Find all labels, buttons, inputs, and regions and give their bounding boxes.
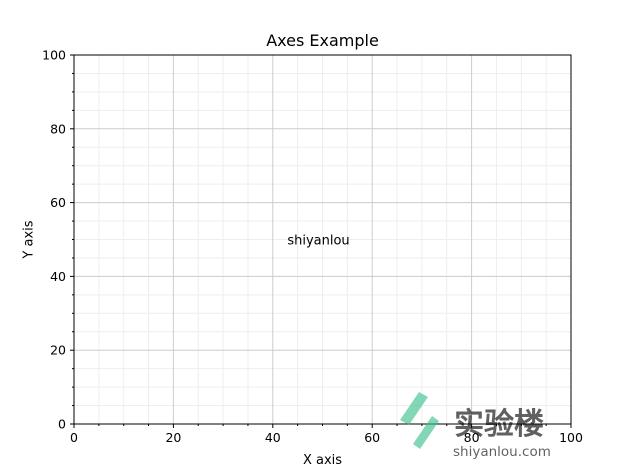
x-tick-label: 60 (364, 430, 380, 445)
minor-grid (74, 55, 571, 424)
x-tick-label: 20 (165, 430, 181, 445)
y-tick-label: 100 (42, 48, 66, 63)
annotations: shiyanlou (287, 234, 349, 249)
y-tick-label: 40 (50, 269, 66, 284)
watermark-brand-text: 实验楼 (454, 407, 544, 442)
x-axis-ticks: 0 20 40 60 80 100 (70, 424, 583, 445)
x-tick-label: 40 (265, 430, 281, 445)
y-axis-label: Y axis (22, 220, 37, 259)
watermark: 实验楼 shiyanlou.com (400, 392, 551, 460)
y-tick-label: 0 (58, 417, 66, 432)
y-tick-label: 80 (50, 121, 66, 136)
shiyanlou-logo-icon (400, 392, 439, 449)
watermark-url-text: shiyanlou.com (453, 444, 551, 460)
x-axis-label: X axis (303, 453, 342, 468)
y-tick-label: 60 (50, 195, 66, 210)
x-tick-label: 80 (464, 430, 480, 445)
x-tick-label: 0 (70, 430, 78, 445)
x-tick-label: 100 (559, 430, 583, 445)
chart-title: Axes Example (266, 31, 379, 50)
y-tick-label: 20 (50, 343, 66, 358)
annotation-text: shiyanlou (287, 234, 349, 249)
y-axis-ticks: 0 20 40 60 80 100 (42, 48, 74, 432)
